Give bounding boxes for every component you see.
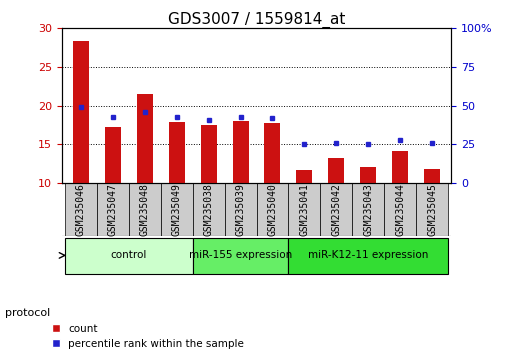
Bar [169,122,185,183]
Text: GSM235041: GSM235041 [300,183,309,236]
Bar [416,183,448,236]
Bar [97,183,129,236]
Text: miR-155 expression: miR-155 expression [189,250,292,261]
Text: GSM235042: GSM235042 [331,183,341,236]
Bar [256,183,288,236]
Bar [288,238,448,274]
Text: control: control [110,250,147,261]
Text: protocol: protocol [5,308,50,318]
Legend: count, percentile rank within the sample: count, percentile rank within the sample [51,324,244,349]
Bar [136,94,153,183]
Text: GSM235045: GSM235045 [427,183,437,236]
Bar [105,127,121,183]
Bar [384,183,416,236]
Bar [65,183,97,236]
Title: GDS3007 / 1559814_at: GDS3007 / 1559814_at [168,12,345,28]
Text: miR-K12-11 expression: miR-K12-11 expression [308,250,428,261]
Bar [321,183,352,236]
Bar [201,125,216,183]
Bar [73,41,89,183]
Bar [161,183,192,236]
Text: GSM235047: GSM235047 [108,183,117,236]
Bar [392,152,408,183]
Text: GSM235046: GSM235046 [76,183,86,236]
Text: GSM235048: GSM235048 [140,183,150,236]
Bar [192,238,288,274]
Bar [65,238,192,274]
Bar [129,183,161,236]
Text: GSM235043: GSM235043 [363,183,373,236]
Text: GSM235038: GSM235038 [204,183,213,236]
Bar [424,169,440,183]
Bar [360,167,377,183]
Text: GSM235039: GSM235039 [235,183,246,236]
Bar [352,183,384,236]
Bar [288,183,321,236]
Text: GSM235044: GSM235044 [396,183,405,236]
Bar [192,183,225,236]
Bar [328,158,344,183]
Text: GSM235040: GSM235040 [267,183,278,236]
Bar [265,123,281,183]
Bar [225,183,256,236]
Bar [232,121,248,183]
Text: GSM235049: GSM235049 [172,183,182,236]
Bar [297,170,312,183]
